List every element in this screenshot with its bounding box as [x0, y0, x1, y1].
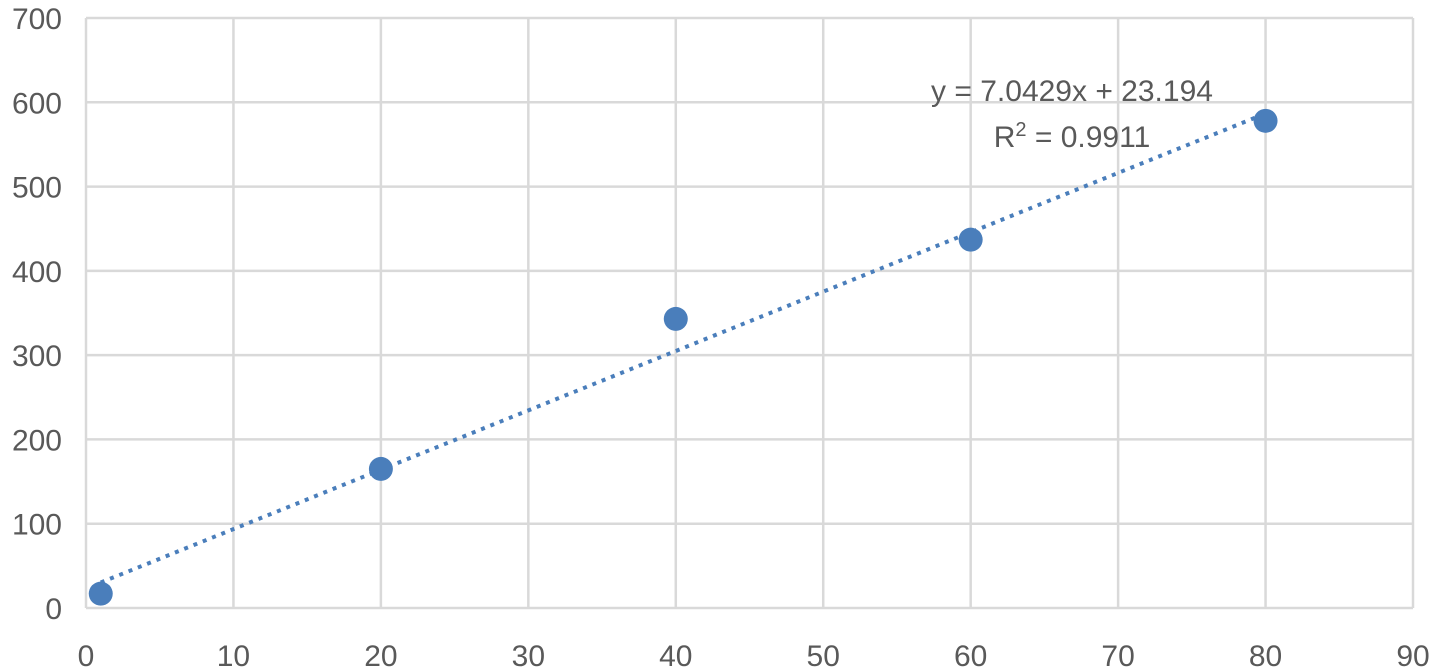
- data-point-2: [368, 456, 393, 481]
- x-tick-label-90: 90: [1396, 640, 1429, 672]
- x-tick-label-60: 60: [954, 640, 987, 672]
- y-tick-label-600: 600: [12, 87, 62, 120]
- data-point-1: [88, 581, 113, 606]
- trendline-layer: [99, 111, 1267, 585]
- trendline: [99, 111, 1267, 585]
- y-tick-label-500: 500: [12, 172, 62, 205]
- r-squared-prefix: R: [994, 121, 1016, 154]
- x-tick-label-30: 30: [512, 640, 545, 672]
- y-tick-label-400: 400: [12, 256, 62, 289]
- x-tick-label-20: 20: [364, 640, 397, 672]
- x-tick-label-50: 50: [807, 640, 840, 672]
- r-squared-label: R2 = 0.9911: [994, 119, 1151, 154]
- gridlines: [84, 16, 1415, 610]
- data-points: [88, 108, 1278, 606]
- y-tick-label-100: 100: [12, 509, 62, 542]
- x-tick-label-80: 80: [1249, 640, 1282, 672]
- x-tick-label-40: 40: [659, 640, 692, 672]
- data-point-4: [958, 227, 983, 252]
- y-tick-label-700: 700: [12, 3, 62, 36]
- x-tick-label-0: 0: [78, 640, 95, 672]
- tick-labels: 0 10 20 30 40 50 60 70 80 90 0 100 200 300 400 500 600 70…: [12, 3, 1430, 672]
- trendline-equation: y = 7.0429x + 23.194: [931, 75, 1213, 108]
- y-tick-label-0: 0: [45, 593, 62, 626]
- r-squared-superscript: 2: [1015, 119, 1026, 141]
- y-tick-label-200: 200: [12, 424, 62, 457]
- x-tick-label-10: 10: [217, 640, 250, 672]
- annotations: y = 7.0429x + 23.194 R2 = 0.9911: [931, 75, 1213, 154]
- y-tick-label-300: 300: [12, 340, 62, 373]
- data-point-5: [1253, 108, 1278, 133]
- r-squared-value: = 0.9911: [1027, 121, 1151, 154]
- x-tick-label-70: 70: [1101, 640, 1134, 672]
- data-point-3: [663, 306, 688, 331]
